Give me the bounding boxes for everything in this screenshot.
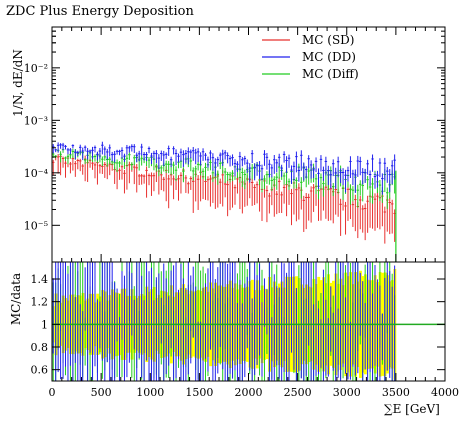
x-tick-label: 0 (49, 386, 56, 399)
ratio-tick-label: 1.4 (31, 273, 49, 286)
ratio-tick-label: 0.8 (31, 341, 49, 354)
x-tick-label: 500 (91, 386, 112, 399)
ratio-y-axis-label: MC/data (9, 272, 23, 326)
ratio-tick-label: 0.6 (31, 364, 49, 377)
ratio-tick-label: 1.2 (31, 296, 49, 309)
legend-label: MC (Diff) (302, 67, 359, 81)
y-tick-label: 10⁻⁵ (24, 219, 48, 232)
chart-title: ZDC Plus Energy Deposition (6, 4, 194, 19)
y-axis-label: 1/N, dE/dN (11, 49, 25, 117)
x-axis-label: ∑E [GeV] (384, 402, 440, 416)
ratio-tick-label: 1 (41, 318, 48, 331)
y-tick-label: 10⁻⁴ (24, 167, 49, 180)
x-tick-label: 3000 (333, 386, 361, 399)
y-tick-label: 10⁻³ (24, 114, 48, 127)
main-panel-frame (51, 26, 446, 263)
legend-label: MC (DD) (302, 50, 356, 64)
x-tick-label: 4000 (431, 386, 459, 399)
x-tick-label: 1000 (136, 386, 164, 399)
legend-label: MC (SD) (302, 33, 355, 47)
x-tick-label: 2000 (235, 386, 263, 399)
y-tick-label: 10⁻² (24, 62, 48, 75)
x-tick-label: 2500 (284, 386, 312, 399)
x-tick-label: 1500 (185, 386, 213, 399)
x-tick-label: 3500 (382, 386, 410, 399)
